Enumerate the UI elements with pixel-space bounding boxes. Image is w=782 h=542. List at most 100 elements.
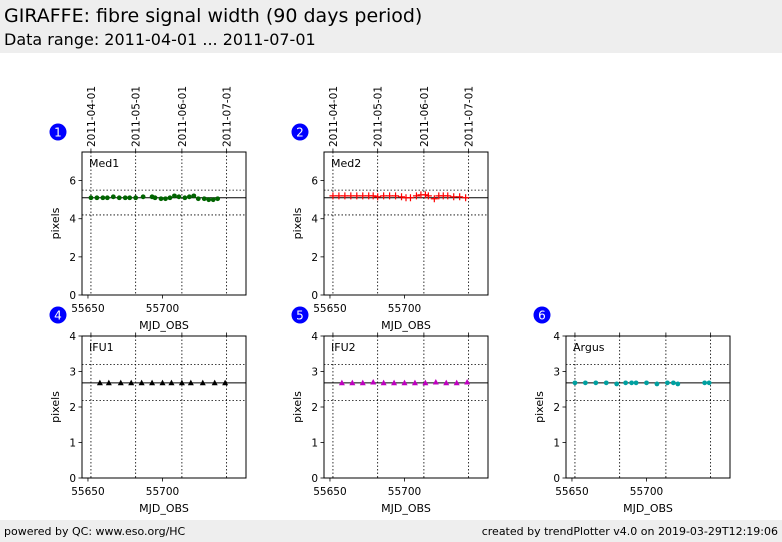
data-point — [128, 379, 135, 386]
y-tick-label: 4 — [311, 214, 318, 226]
series-label: Med2 — [331, 157, 361, 170]
data-point — [96, 379, 103, 386]
data-point — [187, 379, 194, 386]
data-point — [422, 379, 429, 386]
data-point — [623, 380, 629, 386]
data-point — [158, 196, 164, 202]
y-tick-label: 2 — [69, 402, 76, 414]
data-point — [201, 196, 207, 202]
data-point — [182, 195, 188, 201]
y-tick-label: 4 — [311, 331, 318, 343]
data-point — [675, 381, 681, 387]
data-point — [453, 379, 460, 386]
data-point — [629, 380, 634, 386]
data-point — [353, 192, 361, 200]
y-tick-label: 4 — [69, 214, 76, 226]
panel-number-badge — [291, 123, 309, 141]
data-point — [168, 379, 175, 386]
data-point — [122, 195, 128, 201]
data-point — [670, 380, 676, 386]
y-tick-label: 4 — [553, 331, 560, 343]
data-point — [462, 194, 470, 202]
x-tick-label: 55700 — [388, 303, 421, 315]
data-point — [644, 380, 649, 386]
x-tick-label: 55650 — [555, 486, 588, 498]
panel-number-badge — [533, 306, 551, 324]
data-point — [450, 193, 458, 201]
data-point — [380, 379, 387, 386]
x-tick-label: 55650 — [313, 303, 346, 315]
y-tick-label: 6 — [69, 176, 76, 188]
x-tick-label: 55700 — [146, 303, 179, 315]
data-point — [195, 196, 201, 202]
y-tick-label: 3 — [553, 367, 560, 379]
data-point — [105, 379, 112, 386]
y-tick-label: 0 — [311, 290, 318, 302]
panel-number-label: 2 — [296, 126, 304, 140]
data-point — [582, 380, 588, 386]
data-point — [167, 195, 173, 201]
data-point — [456, 193, 464, 201]
plot-frame — [323, 335, 489, 479]
panel-number-badge — [291, 306, 309, 324]
date-tick-label: 2011-06-01 — [419, 86, 431, 147]
data-point — [369, 192, 377, 200]
data-point — [412, 192, 420, 200]
data-point — [176, 194, 182, 200]
panel-number-badge — [49, 306, 67, 324]
plot-panel-med1: 1 2011-04-01 2011-05-01 2011-06-01 2011-07-0… — [49, 86, 247, 332]
footer-powered-by: powered by QC: www.eso.org/HC — [4, 525, 186, 538]
data-point — [210, 197, 216, 203]
panel-number-label: 5 — [296, 309, 304, 323]
data-point — [347, 192, 355, 200]
date-tick-label: 2011-07-01 — [464, 86, 476, 147]
data-point — [391, 379, 398, 386]
report-title: GIRAFFE: fibre signal width (90 days per… — [4, 5, 423, 27]
data-point — [614, 381, 620, 387]
data-point — [110, 194, 116, 200]
data-point — [104, 195, 110, 201]
data-point — [603, 380, 609, 386]
data-point — [380, 192, 388, 200]
data-point — [392, 192, 400, 200]
report-footer: powered by QC: www.eso.org/HC created by… — [0, 520, 782, 542]
data-point — [464, 378, 471, 385]
y-tick-label: 0 — [69, 473, 76, 485]
data-point — [421, 191, 429, 199]
plot-panel-argus: 6 0 1 2 3 4 55650 55700 MJD_OBS pixels Argus — [533, 306, 731, 515]
data-point — [664, 380, 670, 386]
data-point — [398, 193, 406, 201]
data-point — [163, 196, 168, 202]
data-point — [443, 379, 450, 386]
data-point — [172, 193, 177, 199]
data-point — [222, 379, 229, 386]
y-tick-label: 1 — [311, 438, 318, 450]
data-point — [149, 379, 156, 386]
data-point — [133, 195, 139, 201]
data-point — [706, 380, 712, 386]
data-point — [401, 379, 408, 386]
plot-panel-med2: 2 2011-04-01 2011-05-01 2011-06-01 2011-07-0… — [291, 86, 489, 332]
x-tick-label: 55700 — [388, 486, 421, 498]
y-tick-label: 2 — [311, 402, 318, 414]
data-point — [370, 378, 377, 385]
panel-number-badge — [49, 123, 67, 141]
y-tick-label: 2 — [553, 402, 560, 414]
date-tick-label: 2011-07-01 — [222, 86, 234, 147]
data-point — [116, 195, 122, 201]
panel-number-label: 4 — [54, 309, 62, 323]
data-point — [444, 192, 452, 200]
x-axis-label: MJD_OBS — [139, 502, 189, 515]
data-point — [127, 195, 133, 201]
x-tick-label: 55650 — [71, 303, 104, 315]
y-axis-label: pixels — [49, 391, 62, 423]
y-tick-label: 1 — [69, 438, 76, 450]
data-point — [159, 379, 166, 386]
data-point — [430, 195, 438, 203]
data-point — [702, 380, 708, 386]
x-axis-label: MJD_OBS — [381, 319, 431, 332]
y-tick-label: 4 — [69, 331, 76, 343]
data-point — [186, 194, 192, 200]
